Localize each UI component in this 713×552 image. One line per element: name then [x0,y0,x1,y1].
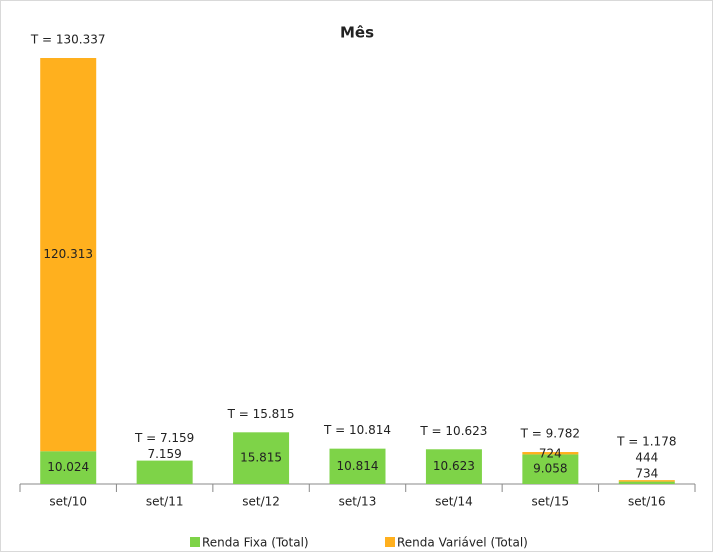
bar-segment [618,481,675,484]
legend-swatch [385,537,395,547]
value-label: 15.815 [240,451,282,465]
value-label: 724 [539,447,562,461]
bar-segment [522,452,579,455]
x-tick-label: set/15 [532,495,570,509]
total-label: T = 7.159 [134,431,194,445]
value-label: 120.313 [43,247,93,261]
x-tick-label: set/11 [146,495,184,509]
value-label: 9.058 [533,462,567,476]
total-label: T = 130.337 [30,33,106,47]
value-label: 10.024 [47,460,89,474]
bar-segment [233,432,290,484]
x-tick-label: set/10 [49,495,87,509]
total-label: T = 1.178 [616,435,676,449]
value-label: 7.159 [147,447,181,461]
bar-segment [329,448,386,484]
value-label: 734 [635,467,658,481]
legend-label: Renda Fixa (Total) [202,536,309,550]
value-label: 10.814 [337,459,379,473]
total-label: T = 9.782 [520,427,580,441]
x-tick-label: set/16 [628,495,666,509]
x-tick-label: set/14 [435,495,473,509]
value-label: 444 [635,451,658,465]
chart-title: Mês [340,24,374,42]
bar-segment [425,449,482,484]
bar-segment [618,480,675,482]
legend-label: Renda Variável (Total) [397,536,528,550]
total-label: T = 10.623 [419,424,487,438]
x-tick-label: set/12 [242,495,280,509]
total-label: T = 15.815 [227,407,295,421]
bar-segment [136,460,193,484]
bar-segment [522,454,579,484]
bar-segment [40,58,97,452]
value-label: 10.623 [433,459,475,473]
x-tick-label: set/13 [339,495,377,509]
bar-segment [40,451,97,484]
total-label: T = 10.814 [323,423,391,437]
legend-swatch [190,537,200,547]
